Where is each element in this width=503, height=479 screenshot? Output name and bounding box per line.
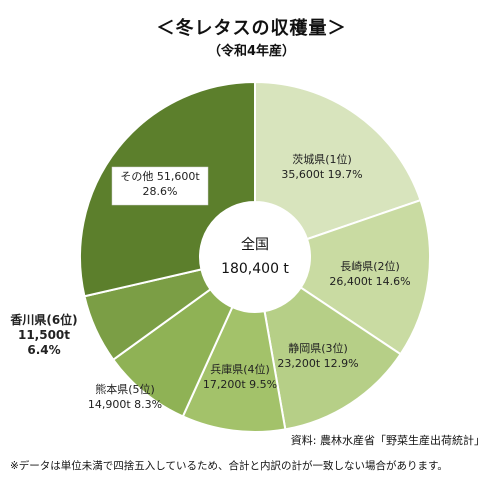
- label-box-6: [111, 166, 209, 206]
- center-label: 全国: [241, 236, 269, 253]
- slice-2: [263, 286, 402, 431]
- donut-hole: [201, 203, 309, 311]
- slice-label-4-1: 14,900t 8.3%: [88, 398, 162, 411]
- slice-label-4-0: 熊本県(5位): [95, 382, 155, 396]
- slice-label-6-1: 28.6%: [143, 185, 178, 198]
- slice-0: [254, 80, 422, 241]
- source-text: 資料: 農林水産省「野菜生産出荷統計」: [290, 434, 485, 447]
- footnote-text: ※データは単位未満で四捨五入しているため、合計と内訳の計が一致しない場合がありま…: [10, 460, 448, 472]
- slice-label-5-2: 6.4%: [27, 343, 60, 357]
- slice-label-0-1: 35,600t 19.7%: [281, 168, 362, 181]
- slice-label-1-1: 26,400t 14.6%: [329, 275, 410, 288]
- chart-subtitle: （令和4年産）: [207, 44, 296, 59]
- slice-1: [299, 198, 431, 356]
- slice-label-6-0: その他 51,600t: [120, 170, 200, 183]
- slice-label-3-0: 兵庫県(4位): [210, 362, 270, 376]
- slice-label-5-1: 11,500t: [18, 328, 70, 342]
- slice-label-3-1: 17,200t 9.5%: [203, 378, 277, 391]
- slice-label-0-0: 茨城県(1位): [292, 152, 352, 166]
- slice-label-2-0: 静岡県(3位): [288, 341, 348, 355]
- slice-label-1-0: 長崎県(2位): [340, 259, 400, 273]
- chart-title: ＜冬レタスの収穫量＞: [156, 18, 347, 39]
- center-value: 180,400 t: [221, 261, 289, 277]
- slice-label-2-1: 23,200t 12.9%: [277, 357, 358, 370]
- slice-label-5-0: 香川県(6位): [9, 312, 77, 327]
